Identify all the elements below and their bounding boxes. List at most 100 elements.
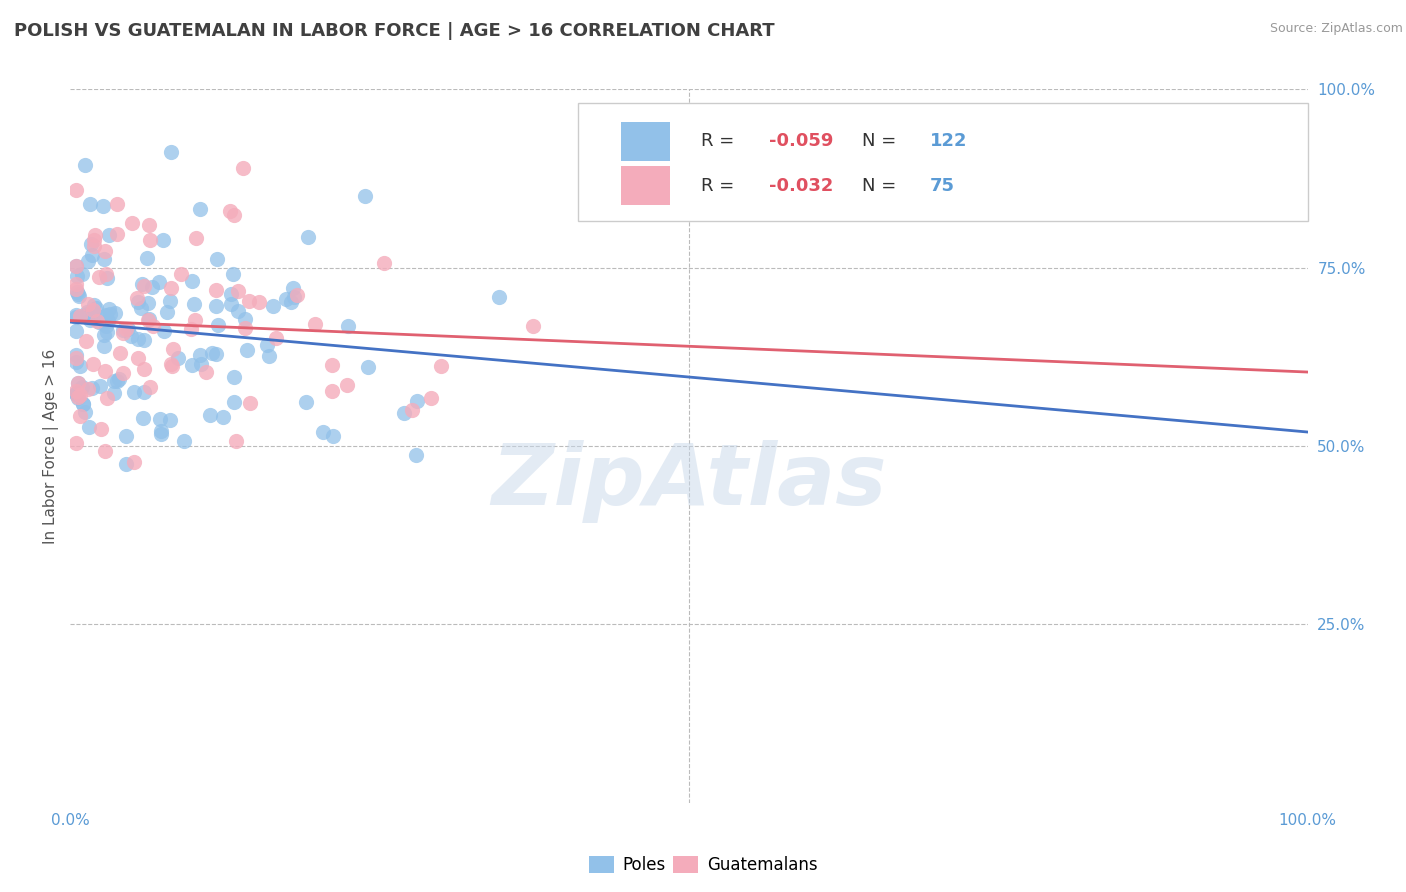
Point bbox=[221, 296, 243, 310]
Point bbox=[297, 230, 319, 244]
Point bbox=[114, 429, 136, 443]
Point bbox=[69, 289, 91, 303]
Y-axis label: In Labor Force | Age > 16: In Labor Force | Age > 16 bbox=[44, 349, 59, 543]
Point bbox=[93, 327, 115, 342]
Point bbox=[201, 345, 224, 359]
Point bbox=[65, 384, 87, 398]
Point bbox=[136, 313, 159, 327]
Point bbox=[66, 268, 89, 283]
Point bbox=[205, 299, 228, 313]
Point bbox=[190, 357, 212, 371]
Point bbox=[280, 295, 302, 310]
Point bbox=[336, 378, 359, 392]
Point bbox=[96, 391, 118, 405]
Point bbox=[132, 333, 155, 347]
Point bbox=[304, 317, 326, 331]
Point bbox=[138, 312, 160, 326]
Point bbox=[65, 259, 87, 273]
Point bbox=[103, 386, 125, 401]
Point bbox=[96, 325, 118, 339]
Point bbox=[67, 376, 90, 391]
Point bbox=[93, 339, 115, 353]
Point bbox=[256, 338, 278, 352]
Point bbox=[93, 252, 115, 267]
Point bbox=[401, 403, 423, 417]
Point bbox=[65, 386, 87, 401]
Point bbox=[205, 252, 228, 267]
Point bbox=[125, 291, 148, 305]
Point bbox=[77, 296, 100, 310]
Point bbox=[93, 443, 115, 458]
Point bbox=[283, 281, 305, 295]
Point bbox=[89, 378, 111, 392]
Point bbox=[173, 434, 195, 449]
Point bbox=[82, 358, 104, 372]
Point bbox=[96, 270, 118, 285]
Point bbox=[65, 324, 87, 338]
Point bbox=[160, 359, 183, 373]
Point bbox=[207, 318, 229, 333]
Point bbox=[129, 301, 152, 316]
Point bbox=[75, 334, 97, 349]
Point bbox=[488, 290, 510, 304]
Point bbox=[69, 309, 91, 323]
Point bbox=[117, 322, 139, 336]
Point bbox=[136, 295, 159, 310]
Point bbox=[111, 367, 134, 381]
Point bbox=[69, 388, 91, 402]
Point bbox=[276, 292, 298, 306]
Point bbox=[138, 218, 160, 232]
Point bbox=[311, 425, 333, 439]
Point bbox=[321, 384, 343, 398]
Point bbox=[108, 372, 131, 386]
Point bbox=[219, 287, 242, 301]
Point bbox=[108, 346, 131, 360]
Text: 122: 122 bbox=[931, 132, 967, 150]
Point bbox=[75, 405, 97, 419]
Point bbox=[232, 161, 254, 175]
Point bbox=[285, 287, 308, 301]
Point bbox=[184, 231, 207, 245]
Point bbox=[66, 285, 89, 299]
Point bbox=[70, 267, 93, 281]
Point bbox=[69, 409, 91, 423]
Point bbox=[65, 277, 87, 292]
Point bbox=[96, 309, 118, 323]
Point bbox=[150, 424, 173, 438]
Point bbox=[295, 394, 318, 409]
Point bbox=[205, 347, 228, 361]
Point bbox=[188, 348, 211, 362]
Point bbox=[79, 313, 101, 327]
Point bbox=[98, 307, 121, 321]
Point bbox=[115, 322, 138, 336]
Point bbox=[79, 197, 101, 211]
Point bbox=[104, 306, 127, 320]
Point bbox=[198, 408, 221, 422]
Point bbox=[87, 315, 110, 329]
Point bbox=[233, 312, 256, 326]
Text: POLISH VS GUATEMALAN IN LABOR FORCE | AGE > 16 CORRELATION CHART: POLISH VS GUATEMALAN IN LABOR FORCE | AG… bbox=[14, 22, 775, 40]
Text: -0.059: -0.059 bbox=[769, 132, 834, 150]
Text: 75: 75 bbox=[931, 177, 955, 194]
Point bbox=[127, 351, 149, 365]
Point bbox=[148, 275, 170, 289]
Point bbox=[83, 239, 105, 253]
Point bbox=[156, 305, 179, 319]
Point bbox=[357, 359, 380, 374]
Point bbox=[65, 282, 87, 296]
Point bbox=[180, 321, 202, 335]
Point bbox=[226, 303, 249, 318]
Point bbox=[96, 267, 118, 281]
Point bbox=[322, 429, 344, 443]
Point bbox=[226, 285, 249, 299]
Point bbox=[222, 369, 245, 384]
Point bbox=[105, 227, 128, 241]
Point bbox=[75, 158, 97, 172]
Point bbox=[181, 358, 204, 372]
Point bbox=[141, 279, 163, 293]
Point bbox=[65, 260, 87, 274]
Point bbox=[159, 413, 181, 427]
Point bbox=[103, 375, 125, 389]
Point bbox=[94, 363, 117, 377]
Point bbox=[159, 357, 181, 371]
